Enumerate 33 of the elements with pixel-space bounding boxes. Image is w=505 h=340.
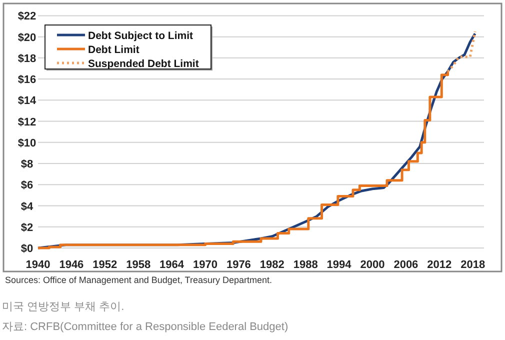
x-tick-label: 1958: [126, 259, 151, 271]
source-note: Sources: Office of Management and Budget, Treasury Department.: [5, 275, 272, 285]
x-tick-label: 1970: [193, 259, 218, 271]
x-tick-label: 2012: [427, 259, 452, 271]
y-tick-label: $4: [20, 200, 34, 213]
x-tick-label: 1952: [92, 259, 118, 271]
line-series: [446, 30, 476, 73]
y-tick-label: $20: [18, 32, 36, 44]
y-tick-label: $22: [18, 10, 36, 23]
x-tick-label: 2006: [394, 259, 418, 271]
x-tick-label: 1994: [326, 259, 352, 271]
x-tick-label: 2000: [360, 259, 385, 271]
legend-label: Debt Subject to Limit: [88, 30, 194, 42]
y-tick-label: $10: [18, 137, 36, 150]
x-tick-label: 1964: [160, 259, 185, 271]
y-tick-label: $6: [20, 180, 34, 192]
x-tick-label: 2018: [460, 259, 486, 271]
y-tick-label: $0: [20, 243, 34, 255]
x-tick-label: 1982: [260, 259, 284, 271]
y-tick-label: $2: [20, 222, 34, 234]
x-tick-label: 1946: [59, 259, 84, 271]
x-tick-label: 1976: [226, 259, 251, 271]
legend-label: Suspended Debt Limit: [88, 58, 200, 70]
y-tick-label: $16: [18, 74, 36, 86]
x-tick-label: 1940: [26, 259, 50, 271]
y-tick-label: $8: [20, 158, 34, 171]
legend-label: Debt Limit: [88, 44, 140, 56]
y-tick-label: $18: [18, 52, 36, 65]
x-tick-label: 1988: [293, 259, 318, 271]
y-tick-label: $12: [18, 116, 36, 128]
y-tick-label: $14: [18, 95, 38, 108]
text: 자료: CRFB(Committee for a Responsible Eederal Budget): [2, 321, 288, 333]
text: 미국 연방정부 부채 추이.: [2, 301, 124, 313]
